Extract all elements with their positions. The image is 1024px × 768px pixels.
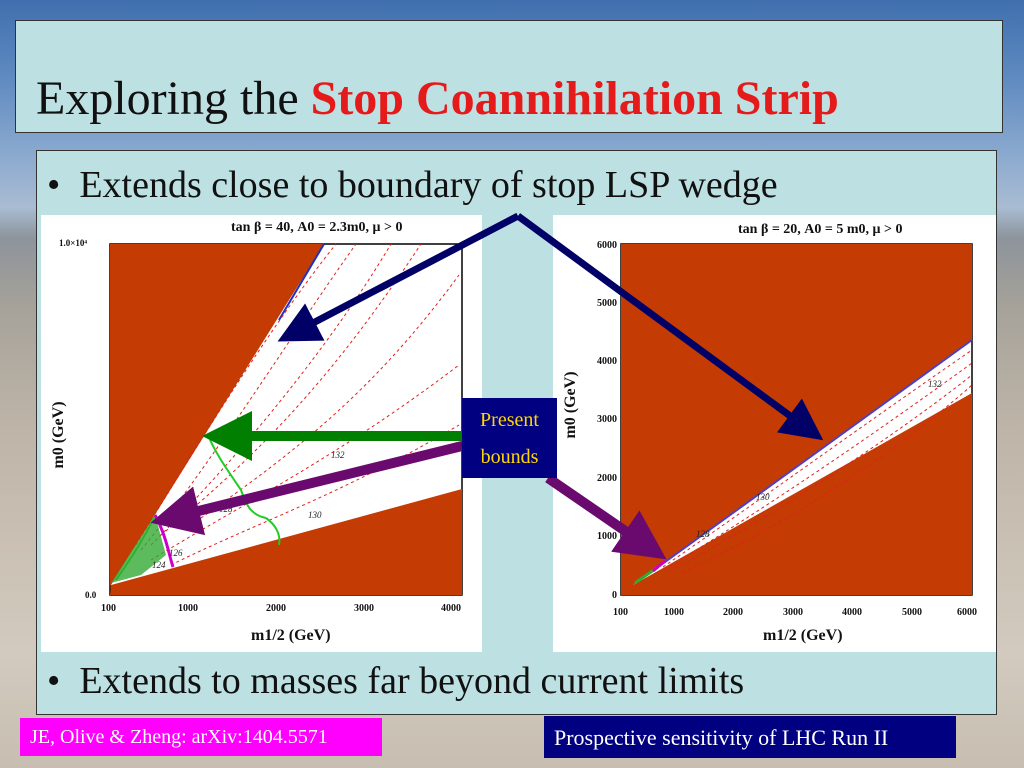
- contour-label: 130: [308, 510, 322, 520]
- y-axis-label: m0 (GeV): [562, 371, 579, 438]
- y-tick: 6000: [597, 240, 617, 251]
- contour-label: 132: [928, 379, 942, 389]
- x-tick: 5000: [902, 607, 922, 618]
- higgs-contours: [662, 349, 973, 574]
- contour-label: 126: [169, 548, 183, 558]
- bullet-marker: •: [47, 660, 61, 702]
- y-tick: 3000: [597, 414, 617, 425]
- excluded-region-lower: [621, 393, 972, 595]
- citation-label: JE, Olive & Zheng: arXiv:1404.5571: [20, 718, 382, 756]
- bullet-text: Extends close to boundary of stop LSP we…: [79, 164, 778, 206]
- x-tick: 100: [101, 603, 116, 614]
- y-tick: 4000: [597, 356, 617, 367]
- y-tick: 5000: [597, 298, 617, 309]
- x-tick: 100: [613, 607, 628, 618]
- bullet-text: Extends to masses far beyond current lim…: [79, 660, 745, 702]
- y-tick: 0: [612, 590, 617, 601]
- y-tick: 1.0×10⁴: [59, 238, 87, 248]
- plot-right: 132 130 128 tan β = 20, A0 = 5 m0, μ > 0…: [553, 215, 996, 652]
- plot-left-svg: 132 130 128 126 124 tan β = 40, A0 = 2.3…: [50, 220, 463, 644]
- present-bounds-line2: bounds: [480, 446, 539, 468]
- x-tick: 4000: [441, 603, 461, 614]
- x-tick: 2000: [723, 607, 743, 618]
- title-prefix: Exploring the: [36, 72, 311, 125]
- present-bounds-line1: Present: [480, 409, 539, 431]
- slide-title: Exploring the Stop Coannihilation Strip: [36, 71, 839, 126]
- title-highlight: Stop Coannihilation Strip: [310, 72, 839, 125]
- present-bounds-label: Present bounds: [462, 398, 557, 478]
- x-axis-label: m1/2 (GeV): [763, 627, 843, 644]
- plot-title: tan β = 20, A0 = 5 m0, μ > 0: [738, 222, 902, 237]
- magenta-segment: [652, 559, 666, 573]
- boundary-line: [660, 339, 973, 566]
- y-ticks: 0.0 1.0×10⁴: [59, 238, 97, 600]
- x-tick: 3000: [354, 603, 374, 614]
- x-axis-label: m1/2 (GeV): [251, 627, 331, 644]
- contour-label: 132: [331, 450, 345, 460]
- x-tick: 6000: [957, 607, 977, 618]
- contour-label: 130: [756, 492, 770, 502]
- contour-labels: 132 130 128: [696, 379, 942, 539]
- x-tick: 1000: [664, 607, 684, 618]
- y-tick: 1000: [597, 531, 617, 542]
- y-tick: 0.0: [85, 590, 97, 600]
- contour-label: 128: [696, 529, 710, 539]
- plot-right-svg: 132 130 128 tan β = 20, A0 = 5 m0, μ > 0…: [562, 222, 977, 644]
- bullet-marker: •: [47, 164, 61, 206]
- contour-label: 124: [152, 560, 166, 570]
- y-axis-label: m0 (GeV): [50, 401, 67, 468]
- plot-title: tan β = 40, A0 = 2.3m0, μ > 0: [231, 220, 402, 235]
- x-ticks: 100 1000 2000 3000 4000 5000 6000: [613, 607, 977, 618]
- bullet-2: • Extends to masses far beyond current l…: [47, 659, 744, 703]
- contour-label: 128: [219, 504, 233, 514]
- sensitivity-label: Prospective sensitivity of LHC Run II: [544, 716, 956, 758]
- x-tick: 4000: [842, 607, 862, 618]
- title-box: Exploring the Stop Coannihilation Strip: [15, 20, 1003, 133]
- y-ticks: 0 1000 2000 3000 4000 5000 6000: [597, 240, 617, 601]
- x-tick: 1000: [178, 603, 198, 614]
- x-tick: 2000: [266, 603, 286, 614]
- x-ticks: 100 1000 2000 3000 4000: [101, 603, 461, 614]
- bullet-1: • Extends close to boundary of stop LSP …: [47, 163, 778, 207]
- plot-left: 132 130 128 126 124 tan β = 40, A0 = 2.3…: [41, 215, 482, 652]
- x-tick: 3000: [783, 607, 803, 618]
- y-tick: 2000: [597, 473, 617, 484]
